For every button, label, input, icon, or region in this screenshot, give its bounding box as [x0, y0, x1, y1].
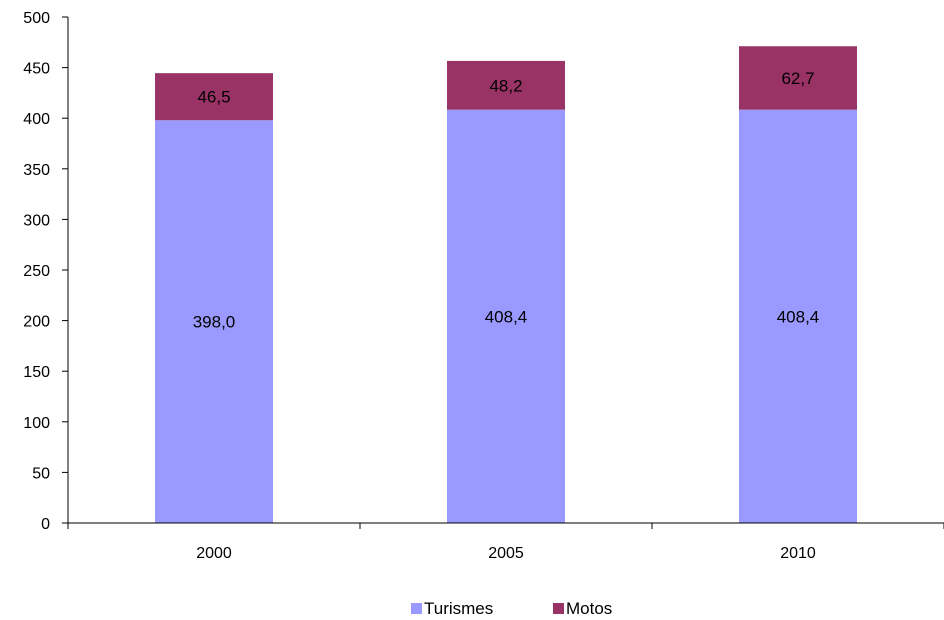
data-label-turismes-2000: 398,0: [193, 313, 236, 332]
legend: Turismes Motos: [411, 599, 612, 618]
bar-motos-2010: [739, 46, 857, 110]
x-tick-label: 2010: [780, 545, 816, 562]
data-label-motos-2010: 62,7: [781, 69, 814, 88]
plot-area: 398,0 46,5 408,4 48,2 408,4 62,7 0 50 100 150 200 2…: [23, 10, 944, 562]
legend-swatch-turismes: [411, 603, 422, 614]
y-tick-label: 350: [23, 162, 50, 179]
x-tick-label: 2000: [196, 545, 232, 562]
y-tick-label: 450: [23, 61, 50, 78]
data-label-turismes-2005: 408,4: [485, 307, 528, 326]
y-tick-label: 100: [23, 415, 50, 432]
y-tick-label: 500: [23, 10, 50, 27]
bar-turismes-2000: [155, 120, 273, 523]
legend-label-motos: Motos: [566, 599, 612, 618]
data-label-motos-2005: 48,2: [489, 76, 522, 95]
legend-swatch-motos: [553, 603, 564, 614]
y-tick-label: 400: [23, 111, 50, 128]
y-tick-label: 150: [23, 364, 50, 381]
data-label-motos-2000: 46,5: [197, 88, 230, 107]
legend-label-turismes: Turismes: [424, 599, 493, 618]
data-label-turismes-2010: 408,4: [777, 307, 820, 326]
bar-motos-2005: [447, 60, 565, 110]
bar-turismes-2005: [447, 109, 565, 523]
bar-motos-2000: [155, 73, 273, 121]
y-tick-label: 0: [41, 516, 50, 533]
x-tick-label: 2005: [488, 545, 524, 562]
y-tick-label: 250: [23, 263, 50, 280]
y-tick-label: 200: [23, 314, 50, 331]
bar-turismes-2010: [739, 109, 857, 523]
y-tick-label: 50: [32, 465, 50, 482]
y-tick-label: 300: [23, 212, 50, 229]
